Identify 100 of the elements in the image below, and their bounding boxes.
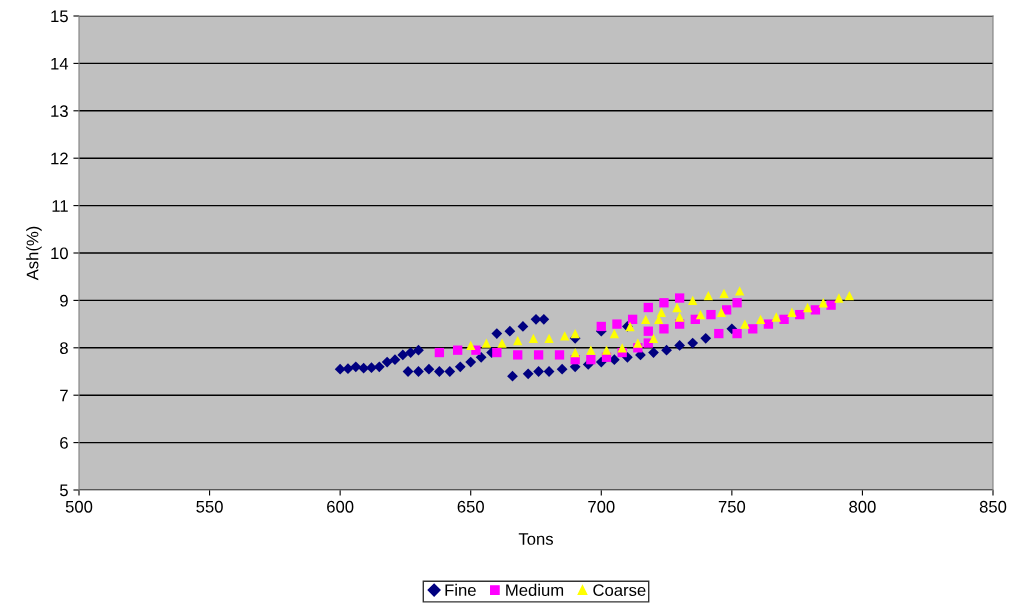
point	[533, 366, 544, 377]
point	[674, 293, 685, 303]
point	[661, 344, 672, 356]
x-tick-label: 600	[327, 500, 354, 513]
point	[405, 347, 417, 358]
point	[802, 302, 813, 313]
point	[513, 336, 523, 346]
x-tick-label: 700	[588, 500, 615, 513]
point	[601, 345, 612, 355]
point	[721, 305, 732, 315]
point	[381, 356, 393, 368]
point	[507, 370, 518, 382]
y-tick-label: 9	[60, 294, 68, 307]
point	[465, 356, 477, 368]
point	[350, 361, 362, 373]
legend-label: Coarse	[593, 584, 646, 597]
point	[674, 340, 686, 351]
point	[389, 354, 401, 366]
point	[643, 326, 653, 336]
point	[763, 319, 774, 329]
point	[787, 307, 797, 317]
point	[423, 363, 435, 375]
point	[570, 328, 580, 339]
x-tick-label: 550	[196, 500, 223, 513]
point	[434, 347, 445, 358]
x-tick-label: 750	[718, 500, 746, 513]
point	[586, 345, 596, 355]
y-tick-label: 6	[60, 437, 68, 449]
point	[659, 298, 669, 308]
point	[533, 350, 544, 360]
x-axis-title: Tons	[518, 533, 553, 545]
point	[586, 354, 596, 365]
y-tick-label: 5	[59, 484, 68, 497]
point	[703, 291, 714, 301]
point	[434, 366, 445, 377]
point	[687, 337, 699, 349]
point	[481, 338, 492, 348]
point	[454, 361, 466, 373]
point	[755, 314, 766, 325]
point	[522, 368, 534, 380]
point	[716, 307, 727, 317]
point	[444, 366, 456, 377]
point	[544, 333, 554, 343]
point	[643, 302, 653, 313]
point	[612, 319, 622, 329]
x-tick-label: 500	[65, 500, 93, 513]
point	[688, 295, 698, 306]
point	[413, 344, 424, 356]
point	[641, 314, 651, 325]
point	[834, 293, 844, 303]
point	[706, 309, 716, 320]
point	[659, 324, 669, 334]
point	[491, 328, 503, 339]
point	[596, 321, 606, 332]
point	[397, 349, 409, 361]
point	[342, 363, 354, 375]
point	[413, 366, 424, 377]
y-tick-label: 14	[51, 57, 69, 70]
point	[748, 324, 758, 334]
point	[735, 286, 745, 296]
point	[695, 309, 706, 320]
point	[700, 332, 712, 344]
y-tick-label: 10	[51, 247, 68, 260]
y-tick-label: 12	[51, 152, 68, 165]
point	[732, 328, 742, 339]
point	[771, 312, 781, 322]
point	[570, 347, 580, 358]
point	[795, 309, 805, 320]
point	[844, 291, 855, 301]
point	[475, 351, 487, 363]
point	[627, 314, 638, 325]
point	[672, 302, 682, 313]
point	[633, 338, 643, 348]
y-axis-title: Ash(%)	[26, 226, 42, 281]
point	[674, 312, 685, 322]
point	[528, 333, 539, 343]
point	[453, 345, 463, 355]
legend-label: Fine	[445, 583, 476, 597]
point	[497, 338, 507, 348]
y-tick-label: 7	[60, 389, 68, 402]
point	[826, 300, 836, 310]
point	[740, 319, 750, 329]
x-tick-label: 800	[849, 500, 876, 513]
point	[648, 333, 659, 343]
point	[492, 347, 502, 358]
point	[609, 328, 619, 339]
point	[810, 305, 821, 315]
point	[560, 331, 570, 341]
point	[714, 328, 724, 339]
point	[513, 350, 523, 360]
point	[656, 307, 667, 317]
point	[334, 363, 346, 375]
point	[732, 298, 742, 308]
x-tick-label: 850	[979, 500, 1007, 513]
point	[617, 343, 627, 353]
y-tick-label: 11	[52, 200, 68, 212]
y-tick-label: 15	[51, 10, 68, 23]
x-tick-label: 650	[457, 500, 484, 513]
y-tick-label: 13	[51, 105, 68, 117]
point	[466, 340, 476, 351]
